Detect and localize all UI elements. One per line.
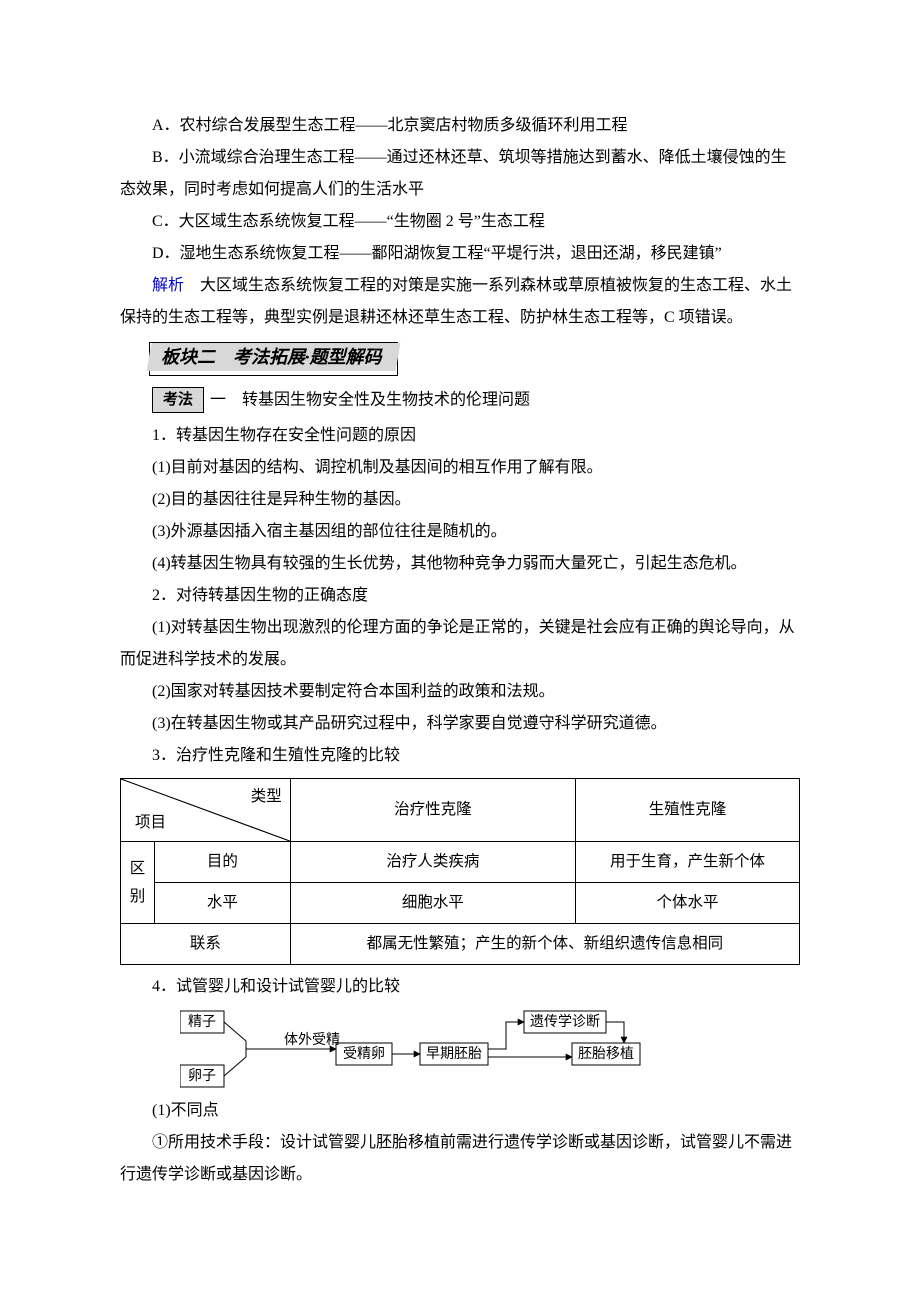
sec1-item-4: (4)转基因生物具有较强的生长优势，其他物种竞争力弱而大量死亡，引起生态危机。 — [120, 548, 800, 580]
sec4-title: 4．试管婴儿和设计试管婴儿的比较 — [120, 971, 800, 1003]
table-row-label: 水平 — [154, 883, 290, 924]
sec1-item-3: (3)外源基因插入宿主基因组的部位往往是随机的。 — [120, 516, 800, 548]
table-col2-header: 生殖性克隆 — [575, 779, 799, 842]
table-cell: 个体水平 — [575, 883, 799, 924]
table-row: 区别 目的 治疗人类疾病 用于生育，产生新个体 — [121, 842, 800, 883]
sec2-item-1: (1)对转基因生物出现激烈的伦理方面的争论是正常的，关键是社会应有正确的舆论导向… — [120, 612, 800, 676]
flow-edge-label: 体外受精 — [284, 1032, 340, 1048]
table-footer-label: 联系 — [121, 924, 291, 965]
table-row: 类型 项目 治疗性克隆 生殖性克隆 — [121, 779, 800, 842]
sec4-diff-item-1: ①所用技术手段：设计试管婴儿胚胎移植前需进行遗传学诊断或基因诊断，试管婴儿不需进… — [120, 1127, 800, 1191]
option-a: A．农村综合发展型生态工程——北京窦店村物质多级循环利用工程 — [120, 110, 800, 142]
section-banner: 板块二 考法拓展·题型解码 — [149, 342, 800, 376]
kaofa-heading: 考法一 转基因生物安全性及生物技术的伦理问题 — [152, 384, 800, 416]
kaofa-num: 一 — [210, 391, 226, 408]
option-b: B．小流域综合治理生态工程——通过还林还草、筑坝等措施达到蓄水、降低土壤侵蚀的生… — [120, 142, 800, 206]
sec1-title: 1．转基因生物存在安全性问题的原因 — [120, 420, 800, 452]
table-cell: 用于生育，产生新个体 — [575, 842, 799, 883]
table-cell: 细胞水平 — [290, 883, 575, 924]
flow-node-embryo: 早期胚胎 — [426, 1046, 482, 1062]
table-row: 联系 都属无性繁殖；产生的新个体、新组织遗传信息相同 — [121, 924, 800, 965]
analysis-label: 解析 — [152, 277, 184, 294]
flow-node-diag: 遗传学诊断 — [530, 1014, 600, 1030]
option-d: D．湿地生态系统恢复工程——鄱阳湖恢复工程“平堤行洪，退田还湖，移民建镇” — [120, 238, 800, 270]
kaofa-box: 考法 — [152, 387, 204, 413]
table-row-label: 目的 — [154, 842, 290, 883]
cloning-table: 类型 项目 治疗性克隆 生殖性克隆 区别 目的 治疗人类疾病 用于生育，产生新个… — [120, 778, 800, 965]
table-cell: 治疗人类疾病 — [290, 842, 575, 883]
option-c: C．大区域生态系统恢复工程——“生物圈 2 号”生态工程 — [120, 206, 800, 238]
flow-node-trans: 胚胎移植 — [578, 1046, 634, 1062]
sec2-item-3: (3)在转基因生物或其产品研究过程中，科学家要自觉遵守科学研究道德。 — [120, 708, 800, 740]
section-banner-text: 板块二 考法拓展·题型解码 — [161, 343, 382, 371]
sec4-diff-title: (1)不同点 — [120, 1095, 800, 1127]
table-footer-text: 都属无性繁殖；产生的新个体、新组织遗传信息相同 — [290, 924, 799, 965]
sec1-item-1: (1)目前对基因的结构、调控机制及基因间的相互作用了解有限。 — [120, 452, 800, 484]
flow-node-zygote: 受精卵 — [343, 1046, 385, 1062]
table-diag-tr: 类型 — [251, 783, 282, 811]
flow-node-sperm: 精子 — [188, 1014, 216, 1030]
flow-node-egg: 卵子 — [188, 1068, 216, 1084]
table-group-label: 区别 — [121, 842, 155, 924]
analysis-text: 大区域生态系统恢复工程的对策是实施一系列森林或草原植被恢复的生态工程、水土保持的… — [120, 277, 792, 326]
sec1-item-2: (2)目的基因往往是异种生物的基因。 — [120, 484, 800, 516]
sec2-item-2: (2)国家对转基因技术要制定符合本国利益的政策和法规。 — [120, 676, 800, 708]
sec2-title: 2．对待转基因生物的正确态度 — [120, 580, 800, 612]
kaofa-title: 转基因生物安全性及生物技术的伦理问题 — [242, 391, 530, 408]
analysis-paragraph: 解析 大区域生态系统恢复工程的对策是实施一系列森林或草原植被恢复的生态工程、水土… — [120, 270, 800, 334]
table-col1-header: 治疗性克隆 — [290, 779, 575, 842]
table-row: 水平 细胞水平 个体水平 — [121, 883, 800, 924]
table-diag-header: 类型 项目 — [121, 779, 291, 842]
table-diag-bl: 项目 — [135, 809, 166, 837]
ivf-flowchart: 精子 卵子 受精卵 早期胚胎 遗传学诊断 胚胎移植 体外受精 — [180, 1009, 740, 1091]
sec3-title: 3．治疗性克隆和生殖性克隆的比较 — [120, 740, 800, 772]
